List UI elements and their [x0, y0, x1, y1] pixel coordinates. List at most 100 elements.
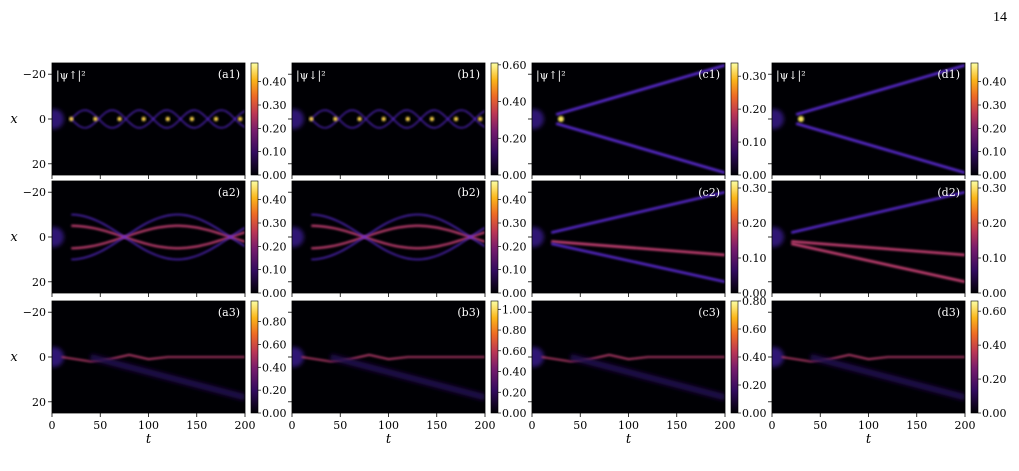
x-axis-label: t [386, 432, 392, 447]
soliton-peak [189, 116, 195, 122]
colorbar-tick-label: 0.10 [982, 252, 1007, 265]
colorbar-tick-label: 0.10 [262, 264, 287, 277]
colorbar [250, 62, 259, 176]
x-tick-label: 50 [93, 419, 107, 432]
colorbar-tick-label: 0.00 [502, 407, 527, 420]
outgoing-ray-upper [555, 63, 725, 116]
panel-b1: (b1) |ψ↓|² 0.00 0.20 0.40 0.60 [288, 59, 527, 182]
colorbar-tick-label: 1.00 [502, 303, 527, 316]
soliton-peak [69, 116, 74, 122]
colorbar-tick-label: 0.40 [982, 339, 1007, 352]
soliton-peak [213, 116, 219, 122]
x-tick-label: 50 [333, 419, 347, 432]
colorbar [730, 62, 739, 176]
ray-lower-1 [791, 240, 965, 257]
ray-upper [791, 191, 965, 234]
colorbar-tick-label: 0.20 [502, 240, 527, 253]
breather-upper [70, 109, 245, 129]
soliton-peak [165, 116, 170, 122]
panel-b2: (b2) 0.00 0.10 0.20 0.30 0.40 [288, 180, 527, 300]
soliton-peak [93, 116, 98, 122]
soliton-peak [797, 116, 804, 122]
initial-blob [292, 347, 304, 367]
colorbar-tick-label: 0.10 [502, 264, 527, 277]
colorbar-tick-label: 0.30 [502, 217, 527, 230]
soliton-peak [429, 116, 435, 122]
faint-radiation [89, 354, 245, 401]
x-tick-label: 0 [529, 419, 536, 432]
colorbar-tick-label: 0.30 [982, 99, 1007, 112]
oscillating-soliton-2 [71, 224, 245, 250]
colorbar [490, 300, 499, 414]
colorbar-tick-label: 0.40 [502, 366, 527, 379]
colorbar-tick-label: 0.10 [262, 146, 287, 159]
y-tick-label: 20 [32, 276, 46, 289]
panel-label: (a1) [218, 68, 240, 81]
heatmap-content [532, 347, 725, 401]
x-tick-label: 100 [618, 419, 639, 432]
panel-b3: (b3) 0 50 100 150 200 t 0.00 0.20 0.40 0.60 0.80 1.0… [288, 300, 527, 447]
page-number: 14 [993, 10, 1007, 25]
colorbar [730, 180, 739, 294]
colorbar [490, 180, 499, 294]
faint-radiation [329, 354, 485, 401]
colorbar-tick-label: 0.40 [262, 76, 287, 89]
radiation-upper [71, 213, 245, 261]
soliton-peak [381, 116, 386, 122]
y-tick-label: 20 [32, 158, 46, 171]
colorbar-tick-label: 0.20 [502, 386, 527, 399]
soliton-peak [453, 116, 459, 122]
y-tick-label: −20 [23, 68, 46, 81]
x-axis-label: t [146, 432, 152, 447]
y-tick-label: −20 [23, 306, 46, 319]
heatmap-content [292, 109, 485, 129]
colorbar-tick-label: 0.00 [502, 287, 527, 300]
panel-a2: (a2) −20 0 20 x 0.00 0.10 0.20 0.30 0.40 [10, 180, 287, 300]
soliton-peak [309, 116, 314, 122]
x-tick-label: 100 [378, 419, 399, 432]
x-tick-label: 150 [906, 419, 927, 432]
heatmap-content [52, 213, 245, 261]
heatmap-background [52, 181, 245, 293]
radiation-upper [311, 213, 485, 261]
outgoing-ray-upper [795, 63, 965, 116]
x-tick-label: 150 [426, 419, 447, 432]
panel-label: (c2) [698, 186, 720, 199]
faint-radiation [809, 354, 965, 401]
initial-blob [772, 109, 784, 129]
heatmap-content [772, 191, 965, 283]
x-tick-label: 50 [813, 419, 827, 432]
colorbar-tick-label: 0.20 [982, 217, 1007, 230]
colorbar-tick-label: 0.00 [742, 169, 767, 182]
colorbar [250, 300, 259, 414]
heatmap-content [292, 213, 485, 261]
colorbar-tick-label: 0.40 [502, 194, 527, 207]
x-axis-label: t [866, 432, 872, 447]
ray-lower-2 [551, 242, 725, 283]
colorbar-tick-label: 0.30 [742, 70, 767, 83]
x-tick-label: 150 [186, 419, 207, 432]
initial-blob [532, 227, 544, 247]
x-tick-label: 100 [858, 419, 879, 432]
heatmap-content [532, 191, 725, 283]
x-tick-label: 200 [955, 419, 976, 432]
colorbar [970, 62, 979, 176]
y-tick-label: −20 [23, 186, 46, 199]
y-tick-label: 20 [32, 396, 46, 409]
colorbar-tick-label: 0.40 [262, 194, 287, 207]
y-tick-label: 0 [39, 113, 46, 126]
heatmap-content [772, 63, 965, 175]
panel-label: (d2) [937, 186, 960, 199]
initial-blob [292, 227, 304, 247]
colorbar-tick-label: 0.00 [742, 287, 767, 300]
colorbar-tick-label: 0.40 [982, 76, 1007, 89]
x-tick-label: 50 [573, 419, 587, 432]
ray-lower-1 [551, 240, 725, 257]
initial-blob [52, 347, 64, 367]
colorbar-tick-label: 0.30 [262, 217, 287, 230]
soliton-peak [333, 116, 338, 122]
y-tick-label: 0 [39, 231, 46, 244]
colorbar [250, 180, 259, 294]
colorbar-tick-label: 0.60 [502, 59, 527, 72]
